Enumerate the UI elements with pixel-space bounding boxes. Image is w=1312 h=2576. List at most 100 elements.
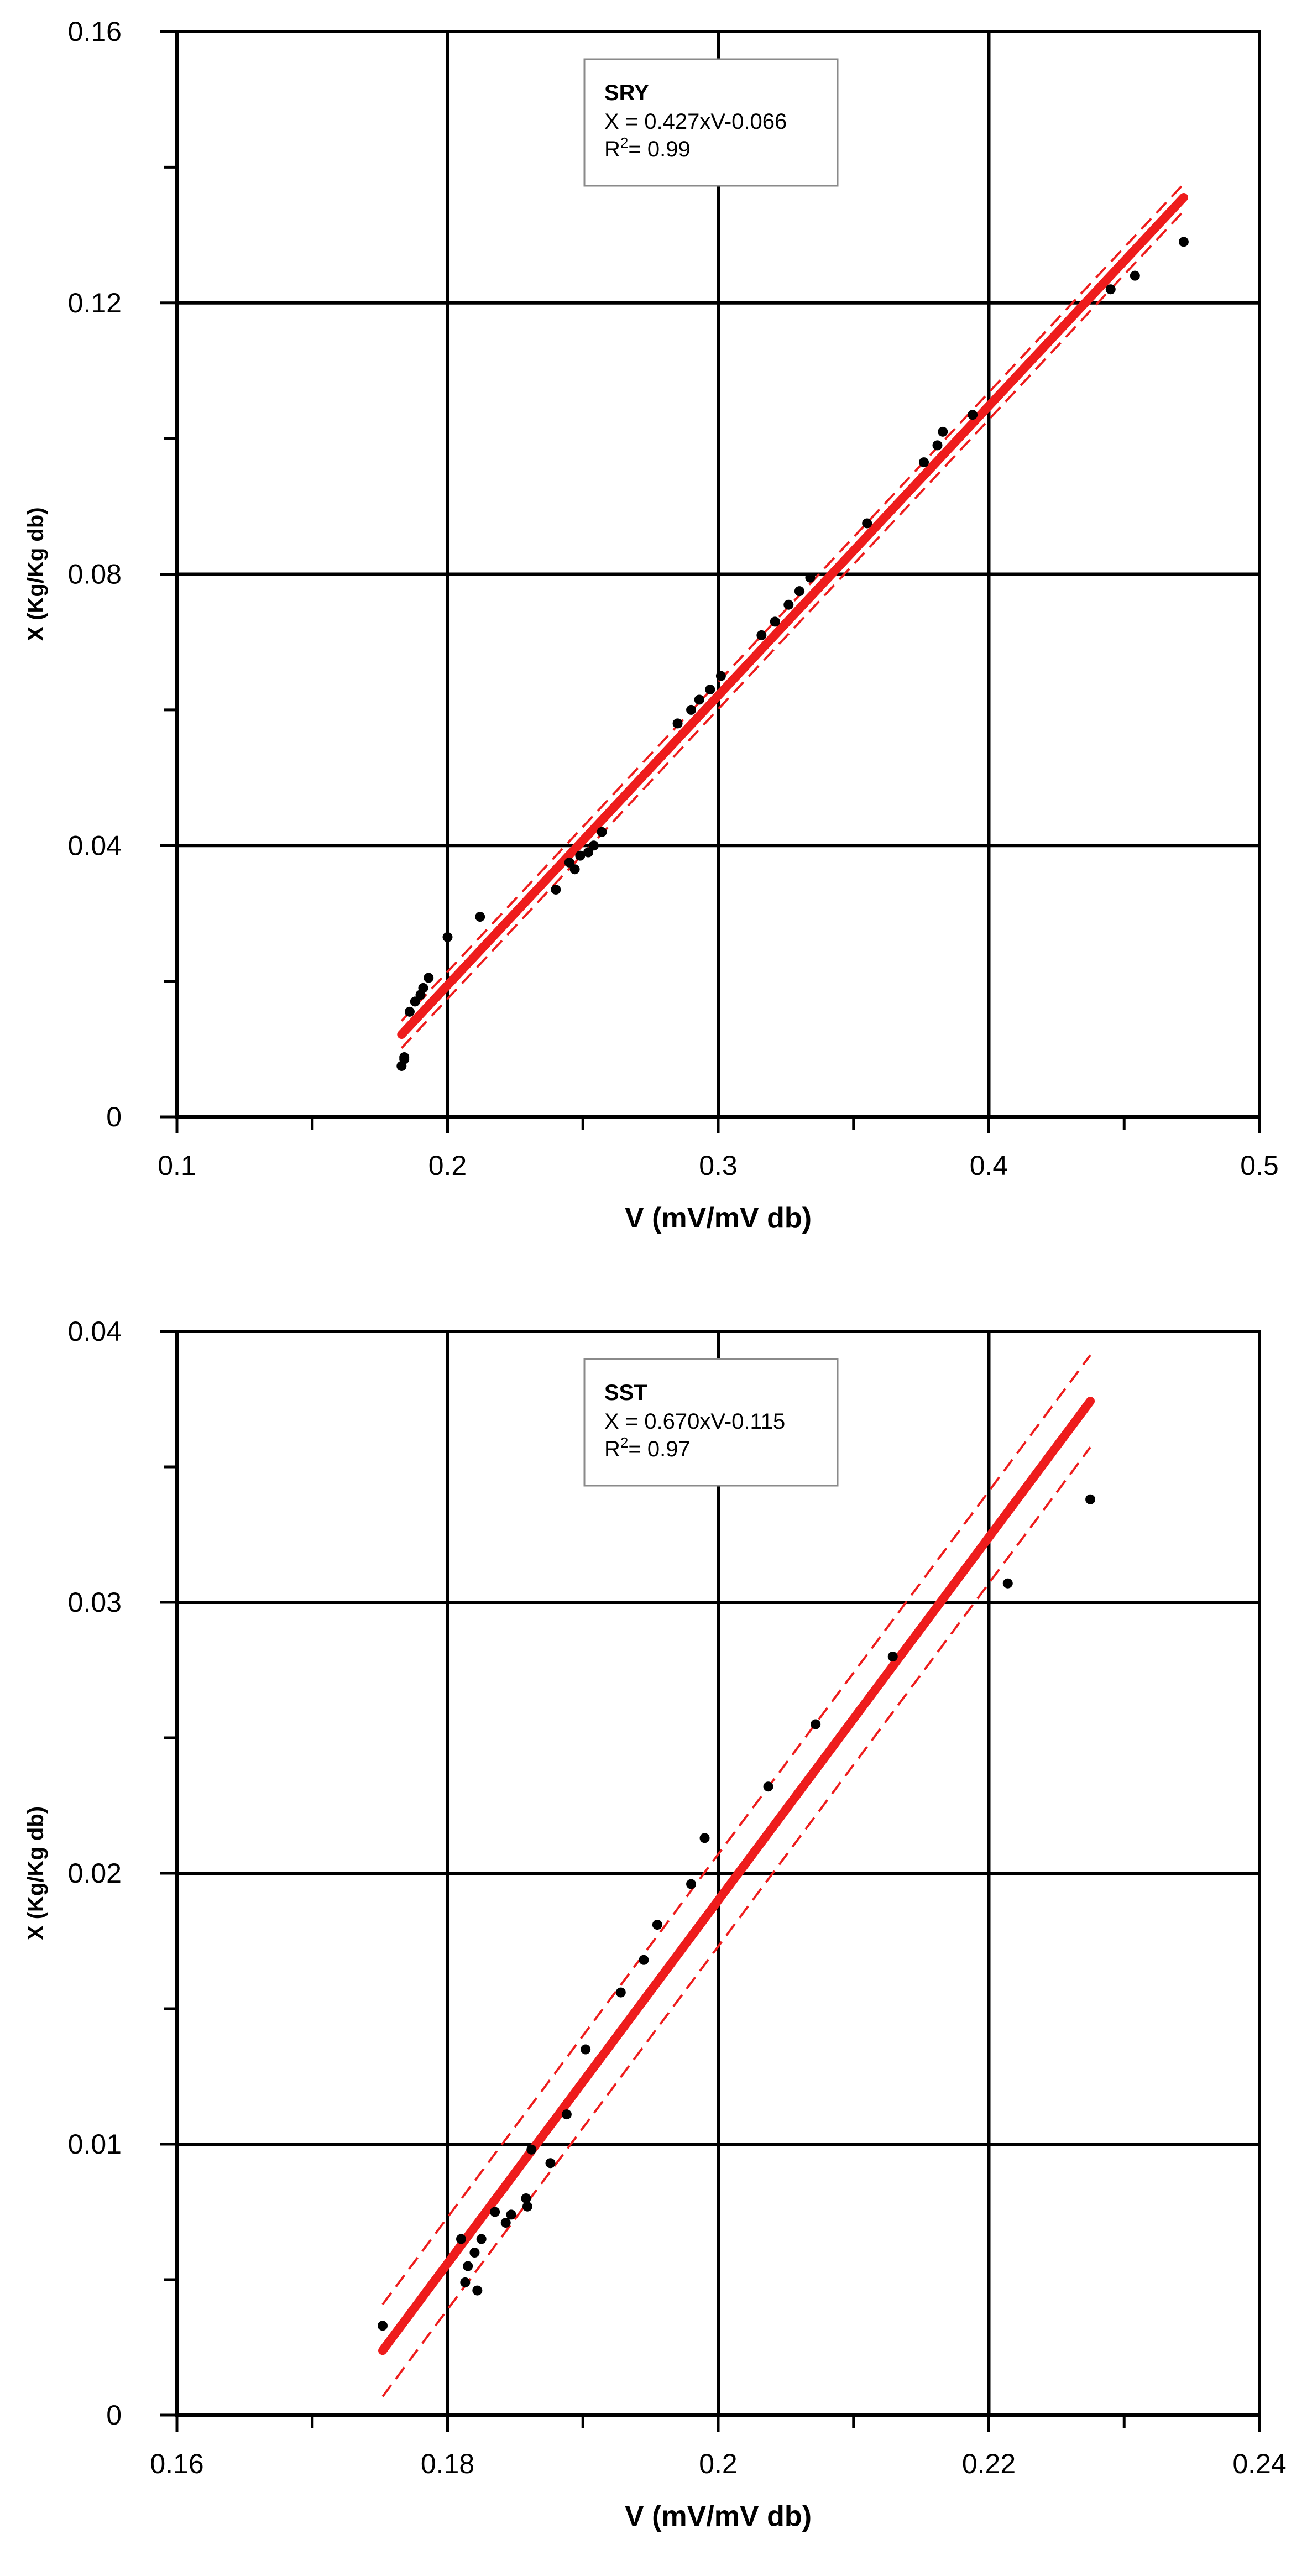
data-point [561, 2109, 572, 2120]
data-point [756, 630, 767, 640]
axis-ticks [160, 30, 1261, 1133]
y-tick-label: 0.01 [68, 2129, 122, 2160]
x-tick-label: 0.22 [962, 2448, 1016, 2479]
data-point [686, 704, 697, 715]
x-tick-label: 0.16 [150, 2448, 203, 2479]
equation-box-frame [583, 1358, 839, 1487]
data-point [699, 1833, 710, 1843]
data-point [639, 1955, 649, 1965]
data-point [583, 847, 594, 858]
confidence-band-lower [400, 210, 1185, 1049]
confidence-band-upper [381, 1354, 1091, 2306]
x-tick-label: 0.2 [428, 1150, 467, 1181]
data-point [424, 973, 434, 983]
axis-ticks [160, 1330, 1261, 2432]
data-point [404, 1006, 415, 1017]
data-point [506, 2209, 516, 2220]
data-point [1105, 284, 1116, 295]
data-point [522, 2201, 532, 2212]
data-point [597, 827, 607, 837]
data-point [569, 864, 580, 875]
data-point [456, 2234, 466, 2244]
data-point [399, 1052, 410, 1063]
data-point [472, 2285, 483, 2296]
y-tick-labels: 0 0.01 0.02 0.03 0.04 [68, 1316, 122, 2431]
data-point [521, 2193, 531, 2203]
data-point [919, 457, 929, 468]
fit-lines [397, 183, 1188, 1049]
x-tick-labels: 0.1 0.2 0.3 0.4 0.5 [158, 1150, 1279, 1181]
confidence-band-upper [400, 183, 1185, 1022]
data-point [460, 2277, 471, 2287]
y-tick-label: 0.08 [68, 559, 122, 590]
data-points [396, 237, 1189, 1071]
x-tick-label: 0.1 [158, 1150, 196, 1181]
chart-sst: 0.16 0.18 0.2 0.22 0.24 0 0.01 0.02 0.03 0.04 V (m… [24, 1316, 1287, 2532]
r-squared-text: R2= 0.97 [604, 1434, 691, 1461]
data-point [932, 440, 943, 451]
data-point [588, 840, 599, 851]
x-axis-title: V (mV/mV db) [625, 2500, 812, 2532]
data-point [410, 996, 420, 1007]
equation-text: X = 0.670xV-0.115 [604, 1409, 785, 1434]
data-point [551, 884, 561, 895]
x-tick-label: 0.4 [970, 1150, 1008, 1181]
data-point [1002, 1578, 1013, 1589]
r-squared-value: = 0.97 [628, 1437, 690, 1461]
y-tick-label: 0 [106, 1101, 122, 1132]
y-tick-label: 0.04 [68, 1316, 122, 1347]
x-tick-label: 0.18 [421, 2448, 474, 2479]
data-point [490, 2207, 500, 2217]
data-point [652, 1920, 662, 1930]
regression-line [378, 1397, 1095, 2355]
y-axis-title: X (Kg/Kg db) [24, 507, 48, 641]
y-tick-label: 0 [106, 2400, 122, 2431]
data-point [938, 426, 948, 437]
data-point [581, 2044, 591, 2055]
data-point [500, 2218, 511, 2228]
data-point [686, 1879, 697, 1889]
y-tick-label: 0.04 [68, 830, 122, 861]
data-point [705, 685, 715, 695]
y-tick-label: 0.02 [68, 1858, 122, 1889]
data-point [887, 1652, 898, 1661]
confidence-band-lower [381, 1446, 1091, 2397]
data-point [615, 1987, 626, 1998]
r-squared-superscript: 2 [620, 1434, 628, 1451]
x-axis-title: V (mV/mV db) [625, 1202, 812, 1234]
fit-lines [378, 1354, 1095, 2397]
data-point [1178, 237, 1189, 247]
data-point [968, 410, 978, 420]
data-point [378, 2321, 388, 2331]
x-tick-labels: 0.16 0.18 0.2 0.22 0.24 [150, 2448, 1286, 2479]
data-point [526, 2144, 537, 2155]
y-tick-labels: 0 0.04 0.08 0.12 0.16 [68, 16, 122, 1132]
data-point [783, 599, 794, 610]
equation-box-frame [583, 58, 839, 187]
data-point [418, 983, 428, 993]
data-point [1085, 1494, 1096, 1504]
data-point [794, 586, 804, 597]
y-tick-label: 0.12 [68, 288, 122, 318]
data-point [463, 2261, 473, 2271]
data-point [805, 572, 816, 583]
y-axis-title: X (Kg/Kg db) [24, 1806, 48, 1940]
equation-text: X = 0.427xV-0.066 [604, 109, 787, 134]
data-point [469, 2248, 480, 2258]
grid [177, 1331, 1259, 2415]
data-point [475, 912, 485, 922]
data-point [476, 2234, 487, 2244]
data-point [715, 671, 726, 681]
y-tick-label: 0.16 [68, 16, 122, 47]
chart-sry: 0.1 0.2 0.3 0.4 0.5 0 0.04 0.08 0.12 0.16 V (mV/mV… [24, 16, 1279, 1234]
data-points [378, 1494, 1096, 2331]
r-squared-symbol: R [604, 1437, 620, 1461]
x-tick-label: 0.2 [699, 2448, 738, 2479]
data-point [763, 1781, 773, 1792]
data-point [672, 718, 683, 729]
equation-title: SST [604, 1381, 647, 1405]
data-point [575, 850, 586, 861]
r-squared-superscript: 2 [620, 134, 628, 151]
